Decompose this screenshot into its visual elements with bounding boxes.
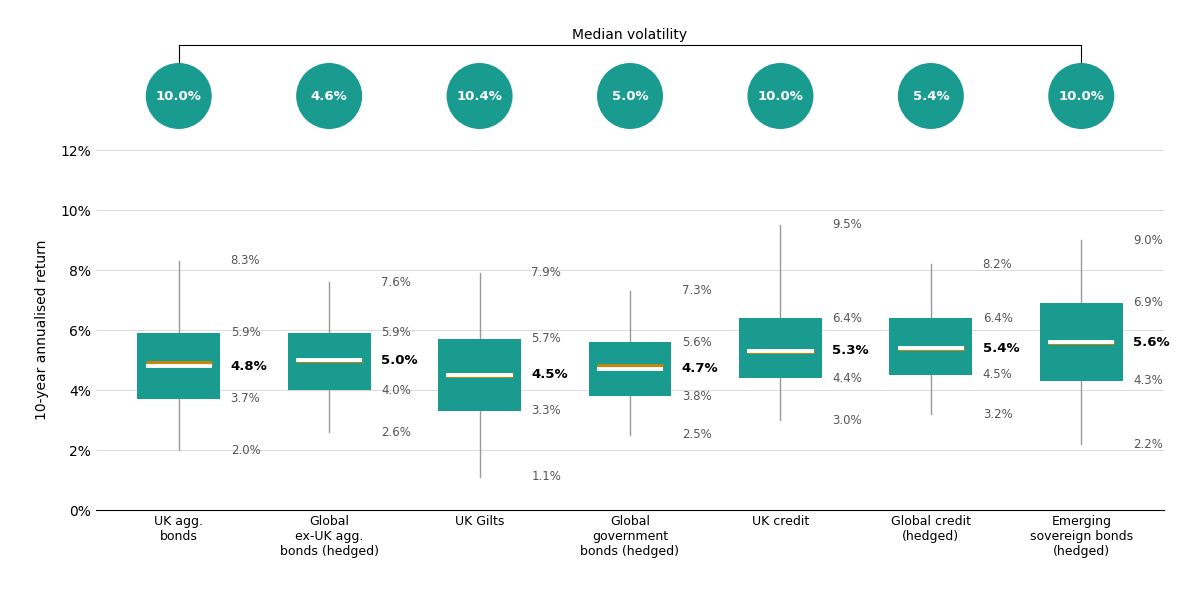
Text: 5.6%: 5.6% xyxy=(682,335,712,349)
Text: 8.3%: 8.3% xyxy=(230,254,260,268)
Text: 5.3%: 5.3% xyxy=(833,344,869,358)
Text: 8.2%: 8.2% xyxy=(983,257,1013,271)
Text: 4.4%: 4.4% xyxy=(833,371,862,385)
Y-axis label: 10-year annualised return: 10-year annualised return xyxy=(35,240,49,420)
Bar xyxy=(438,339,521,411)
Text: 10.4%: 10.4% xyxy=(457,89,503,103)
Text: 2.0%: 2.0% xyxy=(230,443,260,457)
Text: 9.5%: 9.5% xyxy=(833,218,862,232)
Text: 3.7%: 3.7% xyxy=(230,392,260,406)
Text: Median volatility: Median volatility xyxy=(572,28,688,42)
Text: 5.4%: 5.4% xyxy=(912,89,949,103)
Text: 3.2%: 3.2% xyxy=(983,407,1013,421)
Text: 4.5%: 4.5% xyxy=(983,368,1013,382)
Text: 4.8%: 4.8% xyxy=(230,359,268,373)
Text: 3.0%: 3.0% xyxy=(833,413,862,427)
Text: 5.9%: 5.9% xyxy=(382,326,410,340)
Text: 7.3%: 7.3% xyxy=(682,284,712,298)
Text: 10.0%: 10.0% xyxy=(156,89,202,103)
Text: 10.0%: 10.0% xyxy=(1058,89,1104,103)
Bar xyxy=(589,342,671,396)
Text: 7.9%: 7.9% xyxy=(532,266,562,280)
Text: 4.5%: 4.5% xyxy=(532,368,568,382)
Text: 1.1%: 1.1% xyxy=(532,470,562,484)
Text: 5.6%: 5.6% xyxy=(1133,335,1170,349)
Text: 6.9%: 6.9% xyxy=(1133,296,1163,310)
Text: 4.3%: 4.3% xyxy=(1133,374,1163,388)
Text: 7.6%: 7.6% xyxy=(382,275,410,289)
Bar xyxy=(1040,303,1123,381)
Bar xyxy=(288,333,371,390)
Text: 4.6%: 4.6% xyxy=(311,89,348,103)
Bar xyxy=(137,333,220,399)
Text: 10.0%: 10.0% xyxy=(757,89,803,103)
Text: 4.7%: 4.7% xyxy=(682,362,719,376)
Text: 5.7%: 5.7% xyxy=(532,332,562,346)
Text: 4.0%: 4.0% xyxy=(382,383,410,397)
Text: 6.4%: 6.4% xyxy=(833,311,862,325)
Text: 5.0%: 5.0% xyxy=(382,353,418,367)
Text: 2.5%: 2.5% xyxy=(682,428,712,442)
Text: 6.4%: 6.4% xyxy=(983,311,1013,325)
Text: 5.0%: 5.0% xyxy=(612,89,648,103)
Text: 3.3%: 3.3% xyxy=(532,404,562,418)
Bar xyxy=(889,318,972,375)
Text: 3.8%: 3.8% xyxy=(682,389,712,403)
Text: 9.0%: 9.0% xyxy=(1133,233,1163,247)
Text: 2.2%: 2.2% xyxy=(1133,437,1163,451)
Bar xyxy=(739,318,822,378)
Text: 2.6%: 2.6% xyxy=(382,425,410,439)
Text: 5.4%: 5.4% xyxy=(983,341,1019,355)
Text: 5.9%: 5.9% xyxy=(230,326,260,340)
